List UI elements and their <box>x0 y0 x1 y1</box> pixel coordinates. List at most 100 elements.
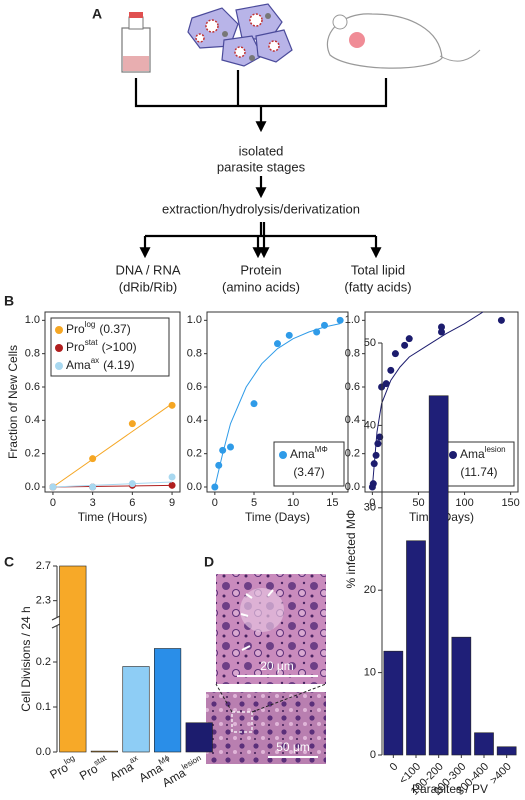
fit-line <box>52 403 173 488</box>
data-point <box>372 451 380 459</box>
micrograph <box>206 574 327 764</box>
legend-entry: AmaMΦ <box>290 445 328 461</box>
text-part: Ama <box>290 447 315 461</box>
fit-line <box>52 484 173 488</box>
panel-label: D <box>204 554 214 570</box>
bar <box>428 395 449 756</box>
y-tick-label: 40 <box>364 419 376 431</box>
data-point <box>374 440 382 448</box>
x-tick-label: Prolog <box>46 753 79 782</box>
fit-line <box>52 481 173 488</box>
superscript: MΦ <box>315 445 328 454</box>
y-axis-label: Fraction of New Cells <box>6 345 20 459</box>
panel-label: B <box>4 293 14 309</box>
output-name: Protein <box>240 262 281 277</box>
bar <box>185 722 213 753</box>
data-point <box>387 366 395 374</box>
plot-frame <box>44 311 181 493</box>
data-point <box>227 443 234 451</box>
x-tick-label: 50 <box>412 497 424 509</box>
y-axis-label: Cell Divisions / 24 h <box>19 606 33 711</box>
y-tick-label: 0.6 <box>25 381 40 393</box>
y-tick-label: 20 <box>364 584 376 596</box>
legend-swatch <box>55 362 63 370</box>
superscript: log <box>85 320 96 329</box>
data-point <box>369 480 377 488</box>
y-axis-label: % infected MΦ <box>344 510 358 589</box>
x-tick-label: 10 <box>287 497 299 509</box>
bar <box>90 750 118 753</box>
superscript: stat <box>85 338 99 347</box>
bar <box>154 648 182 753</box>
data-point <box>497 316 505 324</box>
panel-label: C <box>4 554 14 570</box>
flow-step: extraction/hydrolysis/derivatization <box>162 201 360 216</box>
y-tick-label: 0.8 <box>25 348 40 360</box>
legend-swatch <box>279 451 287 459</box>
y-tick-label: 0.0 <box>187 481 202 493</box>
output-name: Total lipid <box>351 262 405 277</box>
y-tick-label: 10 <box>364 667 376 679</box>
superscript: Mϕ <box>157 753 172 767</box>
superscript: ax <box>91 356 99 365</box>
data-point <box>401 341 409 349</box>
x-tick-label: >400 <box>488 761 514 787</box>
y-tick-label: 0.8 <box>345 348 360 360</box>
y-tick-label: 0.2 <box>25 448 40 460</box>
data-point <box>128 420 136 428</box>
data-point <box>313 328 321 336</box>
x-tick-label: 150 <box>501 497 519 509</box>
x-axis-label: Time (Hours) <box>78 510 148 524</box>
x-tick-label: 6 <box>129 497 135 509</box>
data-point <box>128 480 136 488</box>
data-point <box>89 483 97 491</box>
data-point <box>89 455 97 463</box>
y-tick-label: 0 <box>370 749 376 761</box>
y-tick-label: 0.4 <box>187 414 202 426</box>
data-point <box>336 316 344 324</box>
x-tick-label: 0 <box>212 497 218 509</box>
data-point <box>250 400 258 408</box>
bar <box>474 732 494 756</box>
text-part: (>100) <box>102 340 137 354</box>
output-name: DNA / RNA <box>115 262 180 277</box>
cells-icon <box>187 3 293 67</box>
y-tick-label: 0.2 <box>36 656 51 668</box>
bar <box>59 565 87 753</box>
y-tick-label: 0.4 <box>25 414 40 426</box>
text-part: Ama <box>460 447 485 461</box>
data-point <box>438 323 445 331</box>
x-tick-label: 15 <box>326 497 338 509</box>
x-tick-label: 0 <box>50 497 56 509</box>
superscript: lesion <box>180 753 203 771</box>
output-detail: (fatty acids) <box>344 279 411 294</box>
y-tick-label: 2.3 <box>36 595 51 607</box>
y-tick-label: 1.0 <box>25 314 40 326</box>
data-point <box>168 401 176 409</box>
superscript: ax <box>128 753 140 765</box>
legend-entry: Amalesion <box>460 445 506 461</box>
bar <box>122 666 150 753</box>
bar <box>406 540 426 756</box>
y-tick-label: 0.4 <box>345 414 360 426</box>
y-tick-label: 0.0 <box>345 481 360 493</box>
x-tick-label: 3 <box>90 497 96 509</box>
legend-swatch <box>55 326 63 334</box>
flow-step: parasite stages <box>217 159 306 174</box>
legend-swatch <box>55 344 63 352</box>
legend-swatch <box>449 451 457 459</box>
data-point <box>370 460 378 468</box>
y-tick-label: 0.2 <box>345 448 360 460</box>
text-part: Pro <box>66 322 85 336</box>
x-tick-label: 9 <box>169 497 175 509</box>
scale-bar-label: 20 μm <box>260 659 294 673</box>
output-detail: (dRib/Rib) <box>119 279 178 294</box>
legend-entry: Amaax (4.19) <box>66 356 135 372</box>
superscript: lesion <box>485 445 506 454</box>
y-tick-label: 0.6 <box>187 381 202 393</box>
y-tick-label: 2.7 <box>36 560 51 572</box>
data-point <box>168 473 176 481</box>
fit-line <box>371 311 484 488</box>
mouse-icon <box>326 13 481 69</box>
